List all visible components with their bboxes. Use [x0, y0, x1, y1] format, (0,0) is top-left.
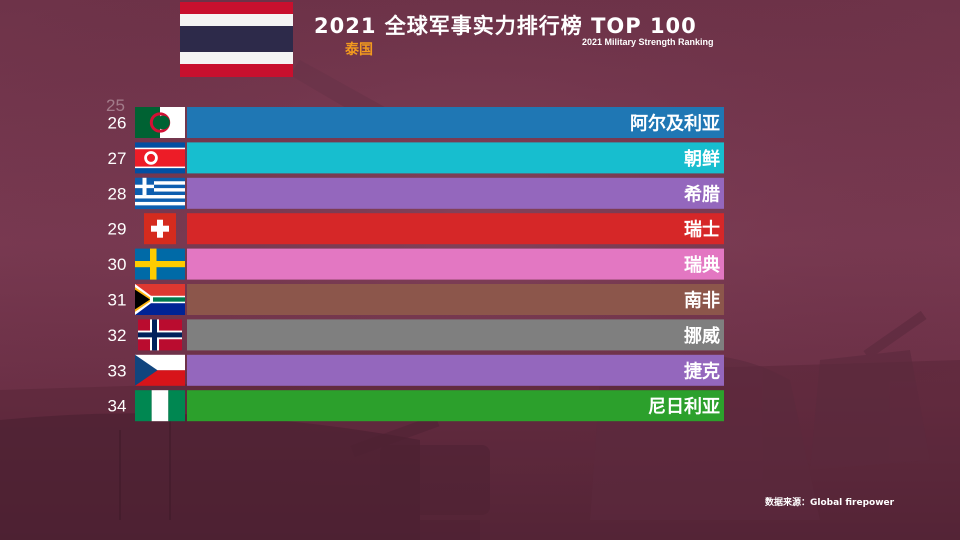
ranking-bar: [187, 284, 724, 315]
bar-country-label: 尼日利亚: [648, 396, 720, 418]
highlight-country: 泰国: [345, 42, 373, 58]
bar-country-label: 希腊: [684, 183, 720, 205]
ranking-bar: [187, 213, 724, 245]
czech-flag: [135, 354, 185, 386]
rank-number: 34: [108, 397, 127, 416]
rank-number: 29: [108, 220, 127, 239]
rank-number: 30: [108, 255, 127, 274]
ranking-bar: [187, 390, 724, 422]
greece-flag: [135, 177, 185, 210]
bar-country-label: 瑞典: [684, 254, 720, 276]
norway-flag: [138, 319, 182, 351]
algeria-flag: [135, 107, 185, 138]
sweden-flag: [135, 248, 185, 280]
rank-number: 26: [108, 114, 127, 133]
rank-number: 28: [108, 184, 127, 203]
ranking-bar: [187, 319, 724, 351]
thailand-flag: [180, 2, 293, 77]
bar-country-label: 朝鲜: [684, 148, 720, 170]
bar-country-label: 捷克: [684, 360, 720, 382]
north-korea-flag: [135, 142, 185, 174]
page-subtitle: 2021 Military Strength Ranking: [582, 37, 714, 47]
page-title: 2021 全球军事实力排行榜 TOP 100: [314, 14, 697, 38]
rank-number: 33: [108, 361, 127, 380]
rank-number: 32: [108, 326, 127, 345]
ranking-bar: [187, 177, 724, 209]
ranking-bar: [187, 248, 724, 280]
rank-number: 31: [108, 291, 127, 310]
nigeria-flag: [135, 390, 185, 422]
rank-number: 27: [108, 149, 127, 168]
ranking-bar: [187, 107, 724, 138]
bar-country-label: 南非: [684, 290, 720, 312]
south-africa-flag: [135, 284, 185, 315]
bar-country-label: 挪威: [684, 325, 720, 347]
switzerland-flag: [144, 213, 176, 245]
ranking-bar: [187, 142, 724, 174]
data-source: 数据来源：Global firepower: [765, 498, 895, 508]
ghost-rank: 25: [106, 96, 125, 115]
bar-country-label: 瑞士: [684, 220, 720, 241]
ranking-bar: [187, 354, 724, 386]
bar-country-label: 阿尔及利亚: [630, 113, 720, 135]
